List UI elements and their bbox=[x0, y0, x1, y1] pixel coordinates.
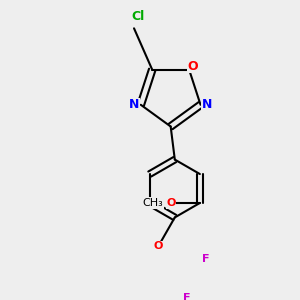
Text: N: N bbox=[129, 98, 140, 111]
Text: F: F bbox=[202, 254, 210, 264]
Text: O: O bbox=[187, 60, 198, 73]
Text: CH₃: CH₃ bbox=[142, 198, 163, 208]
Text: O: O bbox=[166, 198, 176, 208]
Text: N: N bbox=[202, 98, 212, 111]
Text: Cl: Cl bbox=[131, 10, 145, 23]
Text: O: O bbox=[154, 242, 163, 251]
Text: F: F bbox=[184, 293, 191, 300]
